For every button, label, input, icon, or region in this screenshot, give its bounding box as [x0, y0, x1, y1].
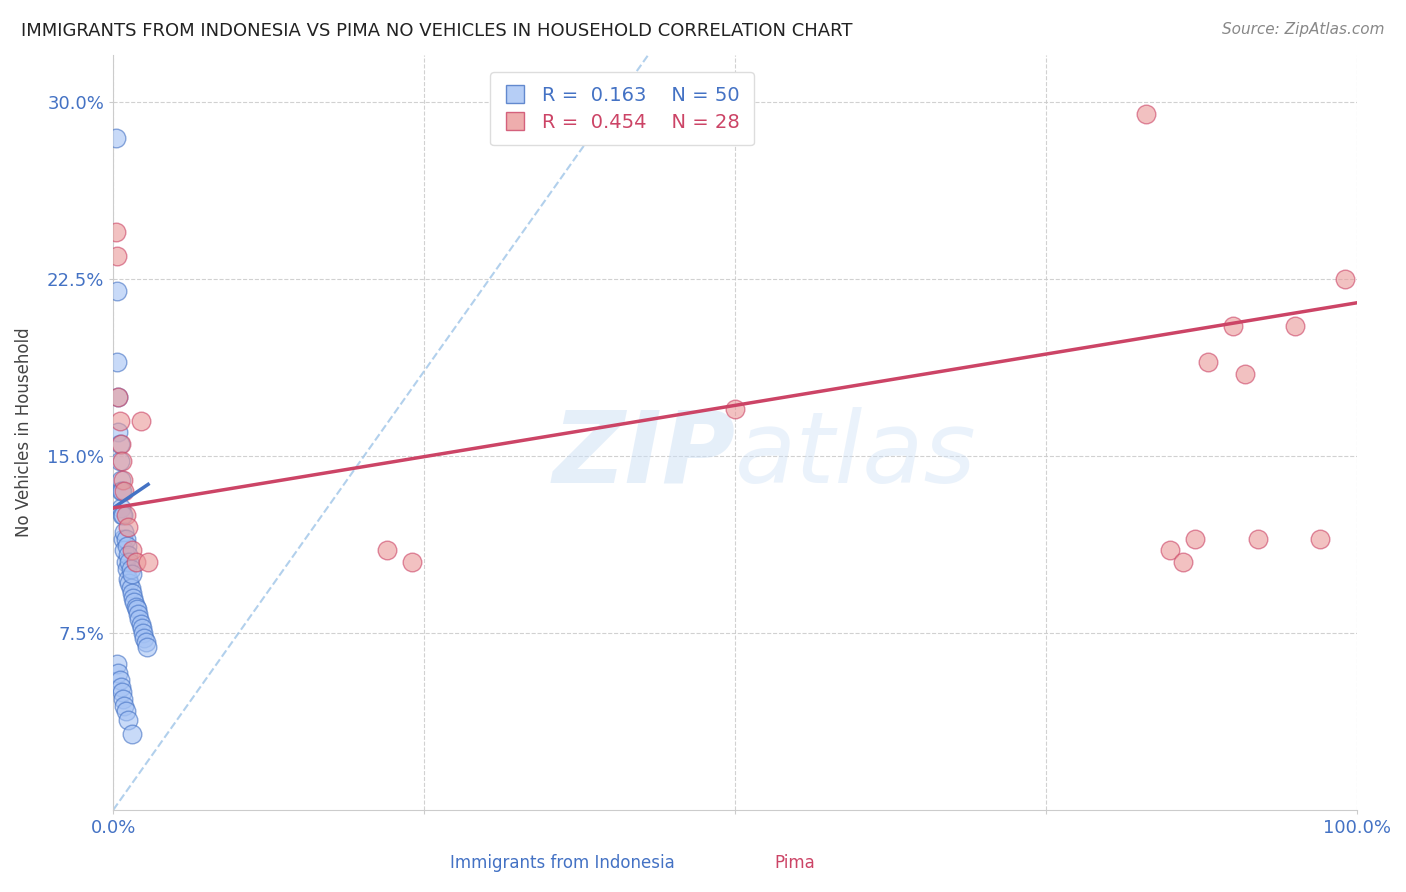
Point [128, 612, 150, 626]
Text: atlas: atlas [735, 407, 977, 504]
Point [112, 532, 135, 546]
Point [121, 727, 143, 741]
Point [1135, 107, 1157, 121]
Point [117, 713, 139, 727]
Point [105, 355, 128, 369]
Point [117, 548, 139, 562]
Point [107, 666, 129, 681]
Point [122, 591, 145, 605]
Point [401, 555, 423, 569]
Point [112, 473, 135, 487]
Point [108, 414, 131, 428]
Point [124, 600, 146, 615]
Point [136, 555, 159, 569]
Point [114, 555, 136, 569]
Point [129, 414, 152, 428]
Point [105, 657, 128, 671]
Point [112, 692, 135, 706]
Point [1333, 272, 1355, 286]
Point [127, 607, 149, 621]
Point [1171, 555, 1194, 569]
Point [114, 484, 136, 499]
Point [108, 673, 131, 687]
Point [104, 130, 127, 145]
Point [1159, 543, 1181, 558]
Point [114, 704, 136, 718]
Point [111, 454, 134, 468]
Point [1222, 319, 1244, 334]
Point [1246, 532, 1268, 546]
Point [121, 566, 143, 581]
Point [132, 626, 155, 640]
Point [104, 225, 127, 239]
Point [107, 425, 129, 440]
Point [134, 631, 156, 645]
Point [114, 508, 136, 522]
Point [112, 508, 135, 522]
Point [121, 543, 143, 558]
Point [114, 524, 136, 539]
Point [108, 437, 131, 451]
Point [114, 532, 136, 546]
Point [114, 543, 136, 558]
Point [108, 454, 131, 468]
Point [105, 284, 128, 298]
Point [120, 581, 142, 595]
Point [724, 401, 747, 416]
Point [111, 685, 134, 699]
Point [121, 586, 143, 600]
Point [1197, 355, 1219, 369]
Point [111, 508, 134, 522]
Point [117, 572, 139, 586]
Point [114, 699, 136, 714]
Point [1234, 367, 1257, 381]
Point [375, 543, 398, 558]
Text: Pima: Pima [775, 855, 814, 872]
Point [124, 555, 146, 569]
Point [105, 249, 128, 263]
Point [129, 616, 152, 631]
Point [131, 621, 153, 635]
Point [1309, 532, 1331, 546]
Point [135, 640, 157, 654]
Point [118, 576, 141, 591]
Text: IMMIGRANTS FROM INDONESIA VS PIMA NO VEHICLES IN HOUSEHOLD CORRELATION CHART: IMMIGRANTS FROM INDONESIA VS PIMA NO VEH… [21, 22, 852, 40]
Point [117, 520, 139, 534]
Point [111, 484, 134, 499]
Point [110, 500, 132, 515]
Y-axis label: No Vehicles in Household: No Vehicles in Household [15, 327, 32, 537]
Point [1284, 319, 1306, 334]
Point [110, 437, 132, 451]
Point [124, 595, 146, 609]
Point [107, 390, 129, 404]
Point [120, 562, 142, 576]
Point [115, 539, 138, 553]
Point [135, 635, 157, 649]
Legend: R =  0.163    N = 50, R =  0.454    N = 28: R = 0.163 N = 50, R = 0.454 N = 28 [489, 72, 754, 145]
Text: Immigrants from Indonesia: Immigrants from Indonesia [450, 855, 675, 872]
Text: ZIP: ZIP [553, 407, 735, 504]
Point [110, 484, 132, 499]
Point [125, 602, 148, 616]
Text: Source: ZipAtlas.com: Source: ZipAtlas.com [1222, 22, 1385, 37]
Point [107, 390, 129, 404]
Point [110, 473, 132, 487]
Point [118, 555, 141, 569]
Point [115, 562, 138, 576]
Point [1184, 532, 1206, 546]
Point [110, 680, 132, 694]
